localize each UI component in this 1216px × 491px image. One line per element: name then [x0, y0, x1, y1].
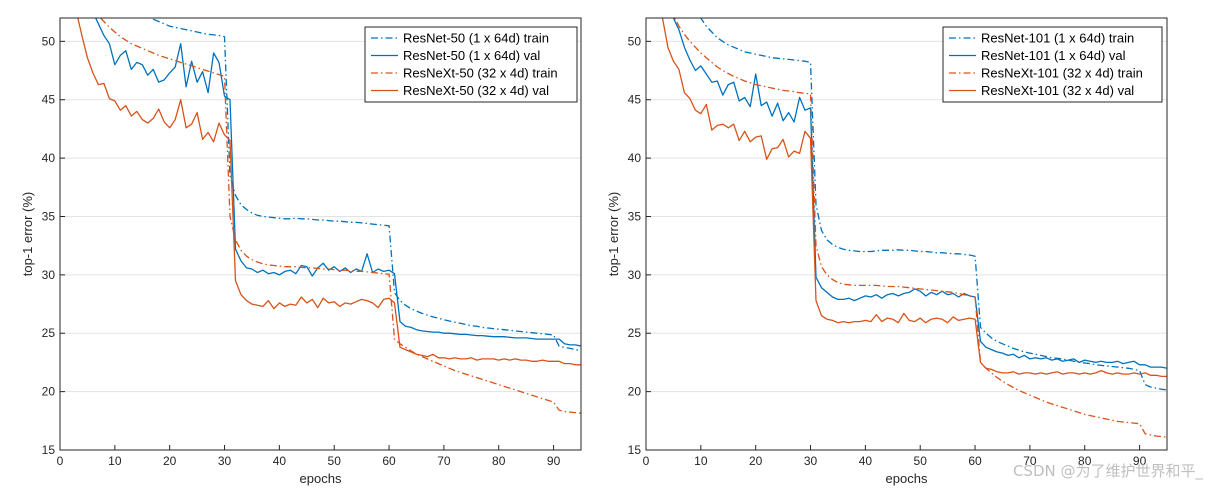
- y-tick-label: 25: [42, 326, 56, 340]
- x-tick-label: 10: [694, 454, 708, 468]
- y-tick-label: 20: [628, 385, 642, 399]
- y-tick-label: 40: [42, 151, 56, 165]
- legend-label-2: ResNeXt-50 (32 x 4d) train: [403, 66, 558, 81]
- legend-label-0: ResNet-101 (1 x 64d) train: [981, 31, 1134, 46]
- chart-panel-resnet101: 0 10 20 30 40 50 60 70 80 90 15 20 25 30 35 40 45 50 epoch…: [606, 17, 1168, 486]
- x-tick-label: 60: [382, 454, 396, 468]
- legend-box: [942, 26, 1163, 103]
- series-line-3: [661, 18, 1167, 378]
- legend-label-1: ResNet-50 (1 x 64d) val: [403, 48, 540, 63]
- x-tick-label: 40: [273, 454, 287, 468]
- series-line-3: [77, 18, 581, 366]
- x-tick-label: 20: [163, 454, 177, 468]
- axes-box: [645, 17, 1168, 451]
- series-line-0: [699, 18, 1167, 391]
- x-tick-label: 10: [108, 454, 122, 468]
- series-line-2: [99, 18, 581, 414]
- x-tick-label: 50: [914, 454, 928, 468]
- x-tick-label: 50: [328, 454, 342, 468]
- watermark-text: CSDN @为了维护世界和平_: [1013, 462, 1204, 481]
- axes-box: [59, 17, 582, 451]
- x-tick-label: 70: [1023, 454, 1037, 468]
- x-tick-label: 90: [547, 454, 561, 468]
- x-tick-label: 30: [804, 454, 818, 468]
- x-tick-label: 40: [859, 454, 873, 468]
- chart-panel-resnet50: 0 10 20 30 40 50 60 70 80 90 15 20 25 30 35 40 45 50 epoch…: [20, 17, 582, 486]
- legend-label-2: ResNeXt-101 (32 x 4d) train: [981, 66, 1143, 81]
- y-tick-label: 30: [628, 268, 642, 282]
- legend-label-1: ResNet-101 (1 x 64d) val: [981, 48, 1126, 63]
- y-tick-label: 45: [42, 93, 56, 107]
- legend-label-0: ResNet-50 (1 x 64d) train: [403, 31, 549, 46]
- x-tick-label: 20: [749, 454, 763, 468]
- series-line-2: [673, 18, 1167, 438]
- series-line-1: [672, 18, 1167, 369]
- y-tick-label: 50: [42, 34, 56, 48]
- y-tick-label: 40: [628, 151, 642, 165]
- y-tick-label: 45: [628, 93, 642, 107]
- y-tick-label: 50: [628, 34, 642, 48]
- y-tick-label: 35: [628, 209, 642, 223]
- y-tick-label: 15: [628, 443, 642, 457]
- x-tick-label: 80: [1078, 454, 1092, 468]
- x-tick-label: 0: [57, 454, 64, 468]
- legend-label-3: ResNeXt-50 (32 x 4d) val: [403, 83, 549, 98]
- x-tick-label: 70: [437, 454, 451, 468]
- x-tick-label: 90: [1133, 454, 1147, 468]
- x-axis-label: epochs: [886, 471, 928, 486]
- y-tick-label: 20: [42, 385, 56, 399]
- series-line-1: [94, 18, 581, 347]
- y-tick-label: 35: [42, 209, 56, 223]
- x-tick-label: 60: [968, 454, 982, 468]
- x-tick-label: 0: [643, 454, 650, 468]
- legend-box: [364, 26, 578, 103]
- y-tick-label: 25: [628, 326, 642, 340]
- y-axis-label: top-1 error (%): [606, 192, 621, 277]
- x-tick-label: 30: [218, 454, 232, 468]
- x-tick-label: 80: [492, 454, 506, 468]
- y-tick-label: 30: [42, 268, 56, 282]
- legend-label-3: ResNeXt-101 (32 x 4d) val: [981, 83, 1134, 98]
- y-axis-label: top-1 error (%): [20, 192, 35, 277]
- y-tick-label: 15: [42, 443, 56, 457]
- x-axis-label: epochs: [300, 471, 342, 486]
